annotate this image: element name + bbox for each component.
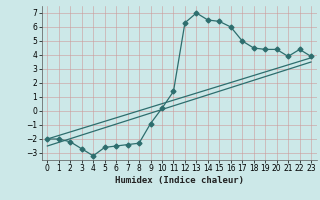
X-axis label: Humidex (Indice chaleur): Humidex (Indice chaleur) (115, 176, 244, 185)
